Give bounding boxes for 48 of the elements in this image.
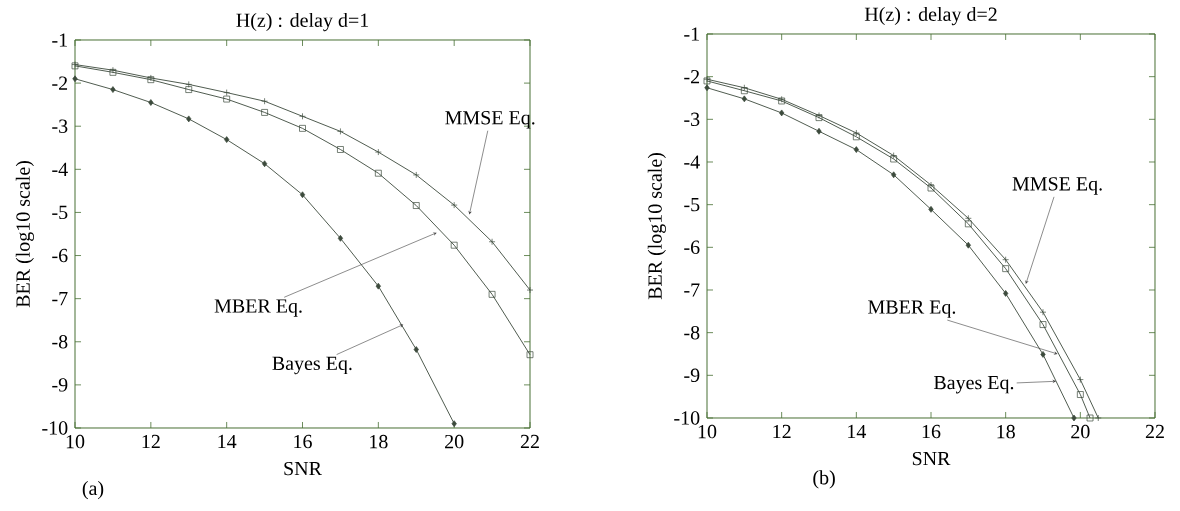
- y-tick-label: -1: [684, 27, 699, 41]
- annotation: MBER Eq.: [214, 299, 302, 317]
- y-tick-label: -7: [684, 283, 700, 297]
- x-tick-label: 14: [218, 434, 237, 449]
- y-tick-label: -6: [684, 240, 700, 255]
- y-tick-label: -6: [52, 248, 68, 263]
- y-tick-label: -7: [52, 292, 68, 306]
- x-tick-label: 16: [922, 424, 941, 439]
- chart-title: H(z) : delay d=1: [236, 12, 369, 32]
- y-tick-label: -3: [684, 112, 700, 127]
- annotation: Bayes Eq.: [933, 376, 1014, 394]
- annotation: Bayes Eq.: [272, 356, 352, 375]
- text: (a): [82, 481, 104, 500]
- x-tick-label: 12: [773, 424, 791, 439]
- annotation: MMSE Eq.: [445, 111, 535, 129]
- y-tick-label: -8: [684, 325, 700, 340]
- y-tick-label: -5: [52, 205, 68, 220]
- y-tick-label: -8: [52, 335, 68, 349]
- y-tick-label: -9: [684, 368, 700, 383]
- x-tick-label: 10: [698, 424, 717, 439]
- chart-title: H(z) : delay d=2: [864, 6, 997, 26]
- x-tick-label: 10: [66, 434, 85, 449]
- annotation: MMSE Eq.: [1012, 177, 1102, 195]
- y-axis-title: BER (log10 scale): [15, 160, 34, 308]
- x-tick-label: 22: [1145, 424, 1164, 439]
- x-tick-label: 18: [370, 434, 388, 449]
- y-axis-title: BER (log10 scale): [647, 152, 666, 300]
- y-tick-label: -2: [52, 76, 68, 90]
- y-tick-label: -5: [684, 198, 700, 212]
- x-tick-label: 22: [520, 434, 539, 449]
- x-tick-label: 16: [294, 434, 312, 449]
- x-axis-title: SNR: [912, 451, 951, 466]
- y-tick-label: -4: [684, 155, 700, 169]
- y-tick-label: -10: [42, 421, 68, 435]
- x-tick-label: 12: [142, 434, 160, 449]
- x-tick-label: 18: [997, 424, 1015, 439]
- y-tick-label: -10: [674, 411, 700, 425]
- x-tick-label: 20: [445, 434, 464, 449]
- x-axis-title: SNR: [284, 461, 322, 476]
- y-tick-label: -3: [52, 119, 68, 133]
- text: (b): [813, 470, 835, 489]
- y-tick-label: -2: [684, 70, 700, 84]
- x-tick-label: 20: [1071, 424, 1090, 439]
- annotation: MBER Eq.: [868, 300, 956, 318]
- y-tick-label: -1: [52, 33, 67, 47]
- x-tick-label: 14: [848, 424, 867, 439]
- y-tick-label: -4: [52, 162, 68, 176]
- y-tick-label: -9: [52, 378, 68, 392]
